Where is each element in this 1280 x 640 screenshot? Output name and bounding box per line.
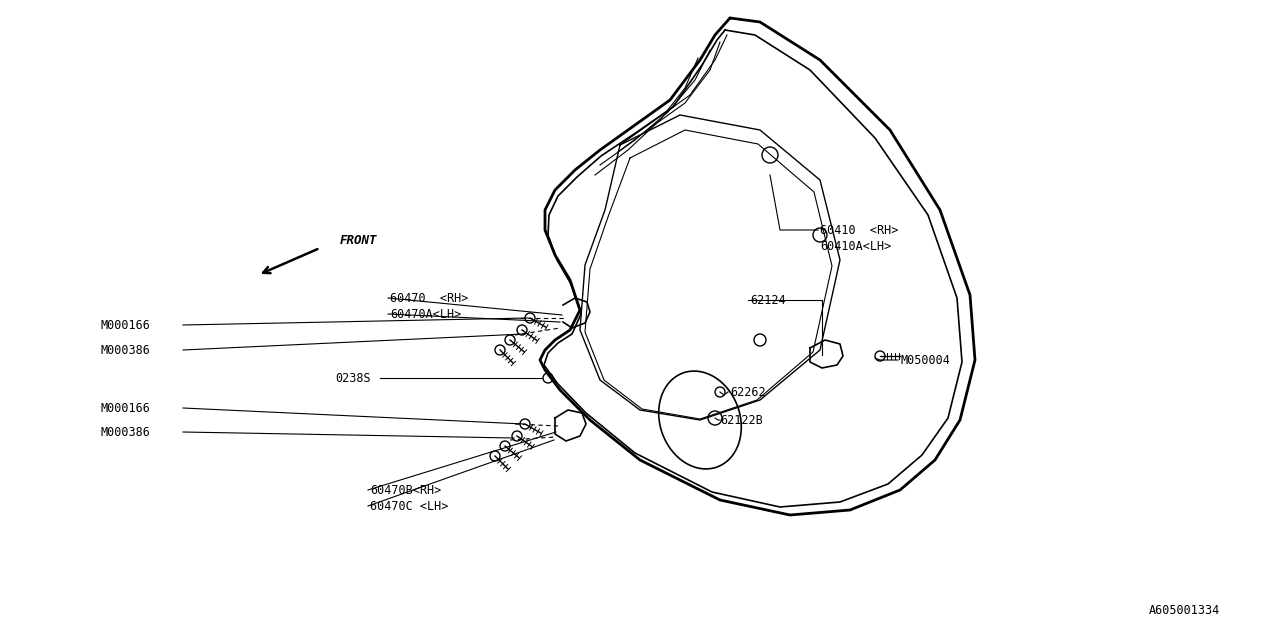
Text: M000166: M000166 bbox=[100, 401, 150, 415]
Text: A605001334: A605001334 bbox=[1148, 604, 1220, 616]
Text: 62262: 62262 bbox=[730, 385, 765, 399]
Text: M000386: M000386 bbox=[100, 426, 150, 438]
Text: FRONT: FRONT bbox=[340, 234, 378, 246]
Text: 62122B: 62122B bbox=[721, 413, 763, 426]
Text: 60470C <LH>: 60470C <LH> bbox=[370, 499, 448, 513]
Text: 60410  <RH>: 60410 <RH> bbox=[820, 223, 899, 237]
Text: 0238S: 0238S bbox=[335, 371, 371, 385]
Text: 60470A<LH>: 60470A<LH> bbox=[390, 307, 461, 321]
Text: M050004: M050004 bbox=[900, 353, 950, 367]
Text: M000166: M000166 bbox=[100, 319, 150, 332]
Text: M000386: M000386 bbox=[100, 344, 150, 356]
Text: 60410A<LH>: 60410A<LH> bbox=[820, 239, 891, 253]
Text: 60470B<RH>: 60470B<RH> bbox=[370, 483, 442, 497]
Text: 62124: 62124 bbox=[750, 294, 786, 307]
Text: 60470  <RH>: 60470 <RH> bbox=[390, 291, 468, 305]
